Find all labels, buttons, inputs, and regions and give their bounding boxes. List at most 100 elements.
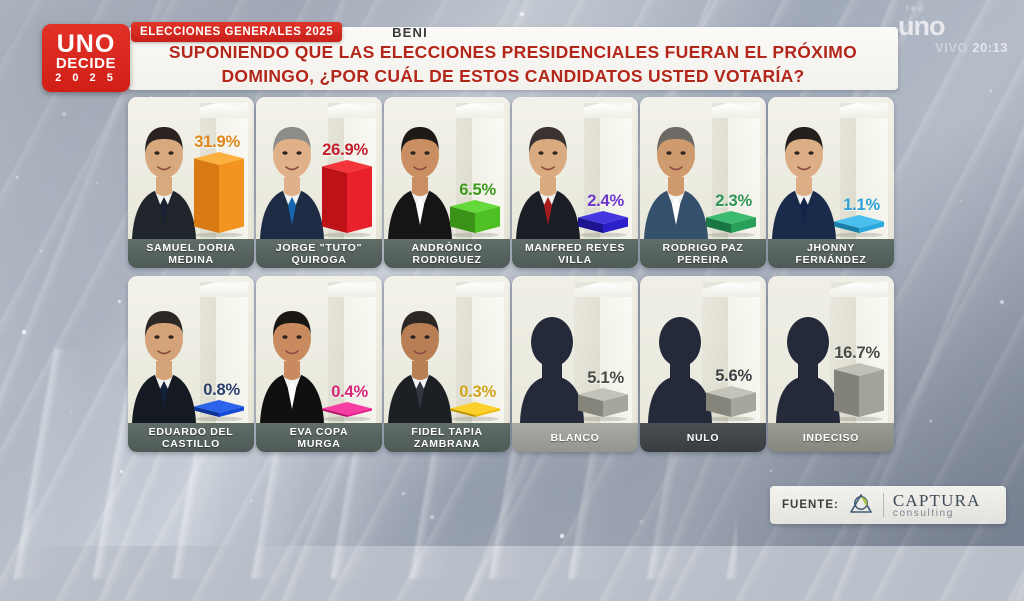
vote-percentage: 1.1%: [843, 196, 880, 214]
vote-percentage: 31.9%: [194, 133, 240, 151]
vote-percentage: 0.8%: [203, 381, 240, 399]
vote-bar: 0.3%: [450, 383, 500, 421]
vote-bar-3d: [706, 211, 756, 237]
candidate-name-line1: JORGE "TUTO": [275, 241, 363, 254]
result-card[interactable]: 5.1% BLANCO: [512, 276, 638, 452]
logo-decide-text: DECIDE: [55, 54, 117, 72]
candidate-nameplate: INDECISO: [768, 423, 894, 452]
elecciones-badge: ELECCIONES GENERALES 2025: [131, 22, 343, 42]
vote-bar-3d: [578, 388, 628, 421]
vote-percentage: 2.4%: [587, 192, 624, 210]
logo-uno-text: UNO: [56, 29, 116, 58]
vote-bar: 6.5%: [450, 181, 500, 237]
vote-percentage: 6.5%: [459, 181, 496, 199]
vote-bar-3d: [578, 211, 628, 237]
card-body: 5.6%: [640, 276, 766, 423]
live-clock: VIVO 20:13: [935, 40, 1008, 55]
candidate-name-line1: FIDEL TAPIA: [411, 425, 483, 438]
region-label: BENI: [392, 25, 428, 40]
vote-bar: 2.4%: [578, 192, 628, 237]
vote-percentage: 2.3%: [715, 192, 752, 210]
card-body: 6.5%: [384, 97, 510, 239]
vote-percentage: 0.3%: [459, 383, 496, 401]
candidate-name-line1: NULO: [686, 431, 720, 444]
results-row-2: 0.8% EDUARDO DEL CASTILLO: [128, 276, 898, 452]
result-card[interactable]: 31.9% SAMUEL DORIA MEDINA: [128, 97, 254, 268]
photo-eduardo-del-castillo: [128, 276, 200, 423]
card-body: 31.9%: [128, 97, 254, 239]
vote-bar-3d: [194, 400, 244, 421]
vote-bar: 5.6%: [706, 367, 756, 421]
page-title: SUPONIENDO QUE LAS ELECCIONES PRESIDENCI…: [128, 40, 898, 88]
vote-bar-3d: [834, 215, 884, 237]
card-body: 5.1%: [512, 276, 638, 423]
candidate-name-line2: VILLA: [558, 253, 592, 266]
result-card[interactable]: 0.4% EVA COPA MURGA: [256, 276, 382, 452]
result-card[interactable]: 1.1% JHONNY FERNÁNDEZ: [768, 97, 894, 268]
vote-bar: 5.1%: [578, 369, 628, 421]
candidate-nameplate: EDUARDO DEL CASTILLO: [128, 423, 254, 452]
card-body: 0.4%: [256, 276, 382, 423]
result-card[interactable]: 2.4% MANFRED REYES VILLA: [512, 97, 638, 268]
title-line-1: SUPONIENDO QUE LAS ELECCIONES PRESIDENCI…: [168, 42, 858, 62]
vote-bar: 26.9%: [322, 141, 372, 237]
vote-percentage: 0.4%: [331, 383, 368, 401]
result-card[interactable]: 0.3% FIDEL TAPIA ZAMBRANA: [384, 276, 510, 452]
vote-bar: 1.1%: [834, 196, 884, 237]
candidate-name-line1: MANFRED REYES: [524, 241, 626, 254]
result-card[interactable]: 16.7% INDECISO: [768, 276, 894, 452]
vote-bar-3d: [834, 363, 884, 421]
result-card[interactable]: 5.6% NULO: [640, 276, 766, 452]
vote-percentage: 5.1%: [587, 369, 624, 387]
clock-time: 20:13: [972, 40, 1008, 55]
source-brand-sub: consulting: [892, 507, 954, 519]
candidate-name-line1: EDUARDO DEL: [148, 425, 234, 438]
silhouette-nulo: [644, 276, 716, 423]
candidate-nameplate: SAMUEL DORIA MEDINA: [128, 239, 254, 268]
vote-percentage: 16.7%: [834, 344, 880, 362]
result-card[interactable]: 26.9% JORGE "TUTO" QUIROGA: [256, 97, 382, 268]
results-row-1: 31.9% SAMUEL DORIA MEDINA: [128, 97, 898, 268]
title-line-2: DOMINGO, ¿POR CUÁL DE ESTOS CANDIDATOS U…: [221, 66, 805, 86]
photo-jhonny-fernandez: [768, 97, 840, 239]
candidate-nameplate: JORGE "TUTO" QUIROGA: [256, 239, 382, 268]
candidate-name-line2: PEREIRA: [677, 253, 729, 266]
silhouette-blanco: [516, 276, 588, 423]
result-card[interactable]: 6.5% ANDRÓNICO RODRIGUEZ: [384, 97, 510, 268]
background-base: [0, 0, 1024, 546]
candidate-name-line1: ANDRÓNICO: [411, 241, 483, 254]
candidate-name-line2: ZAMBRANA: [413, 437, 481, 450]
candidate-name-line1: RODRIGO PAZ: [662, 241, 744, 254]
candidate-nameplate: JHONNY FERNÁNDEZ: [768, 239, 894, 268]
candidate-name-line2: MURGA: [297, 437, 341, 450]
candidate-nameplate: EVA COPA MURGA: [256, 423, 382, 452]
candidate-name-line1: BLANCO: [550, 431, 600, 444]
background-vignette: [0, 0, 1024, 546]
channel-bug: red uno: [892, 2, 1010, 48]
card-body: 2.4%: [512, 97, 638, 239]
podium-plinth: [318, 282, 376, 423]
result-card[interactable]: 0.8% EDUARDO DEL CASTILLO: [128, 276, 254, 452]
candidate-name-line1: SAMUEL DORIA: [146, 241, 236, 254]
vote-bar-3d: [322, 402, 372, 421]
card-body: 0.3%: [384, 276, 510, 423]
card-body: 16.7%: [768, 276, 894, 423]
candidate-name-line1: EVA COPA: [289, 425, 349, 438]
bug-uno-logo: uno: [898, 11, 945, 41]
photo-jorge-tuto-quiroga: [256, 97, 328, 239]
photo-rodrigo-paz-pereira: [640, 97, 712, 239]
vote-bar-3d: [322, 160, 372, 237]
result-card[interactable]: 2.3% RODRIGO PAZ PEREIRA: [640, 97, 766, 268]
vote-bar-3d: [450, 200, 500, 237]
card-body: 0.8%: [128, 276, 254, 423]
header: UNO DECIDE 2 0 2 5 ELECCIONES GENERALES …: [0, 0, 1024, 96]
vote-bar-3d: [450, 402, 500, 421]
silhouette-indeciso: [772, 276, 844, 423]
vote-percentage: 5.6%: [715, 367, 752, 385]
captura-logo-icon: [850, 494, 872, 513]
candidate-name-line1: JHONNY: [807, 241, 855, 254]
photo-manfred-reyes-villa: [512, 97, 584, 239]
candidate-name-line2: QUIROGA: [291, 253, 347, 266]
candidate-name-line2: FERNÁNDEZ: [795, 253, 867, 266]
